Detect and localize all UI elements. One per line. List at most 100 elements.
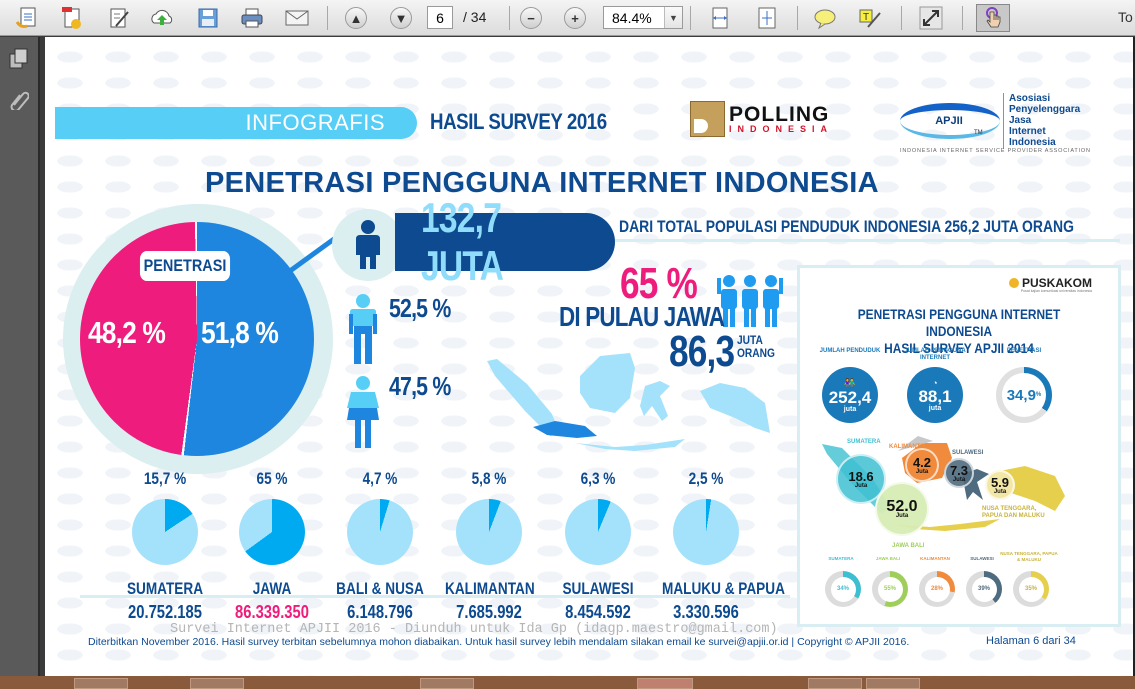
- male-icon: [349, 294, 377, 364]
- polling-logo-mark: [690, 101, 725, 137]
- bubble-sumatera: 18.6 Juta: [836, 454, 886, 504]
- hand-tool-button[interactable]: [976, 4, 1010, 32]
- region-pct: 65 %: [256, 469, 288, 488]
- indonesia-map: [487, 353, 770, 451]
- region-pct: 2,5 %: [688, 469, 724, 488]
- fit-width-icon: [712, 7, 728, 29]
- donut-label: NUSA TENGGARA, PAPUA & MALUKU: [1000, 551, 1058, 562]
- edit-button[interactable]: [106, 5, 132, 31]
- taskbar-button[interactable]: [74, 678, 128, 689]
- next-page-button[interactable]: ▼: [388, 5, 414, 31]
- region-sumatera: 15,7 % SUMATERA: [110, 469, 220, 599]
- tools-menu-label[interactable]: To: [1118, 9, 1133, 25]
- cloud-upload-icon: [151, 9, 173, 25]
- combine-button[interactable]: [58, 5, 84, 31]
- download-watermark: Survei Internet APJII 2016 - Diunduh unt…: [170, 622, 778, 637]
- donut-nusa-tenggara: 35%: [1013, 571, 1049, 607]
- edit-icon: [110, 8, 129, 28]
- zoom-out-button[interactable]: −: [518, 5, 544, 31]
- toolbar: ▲ ▼ 6 / 34 − + 84.4% ▼ T To: [0, 0, 1135, 36]
- java-label: DI PULAU JAWA: [559, 301, 725, 332]
- person-icon-circle: [332, 209, 404, 281]
- zoom-in-button[interactable]: +: [562, 5, 588, 31]
- comment-icon: [814, 9, 836, 29]
- people-icon: 👫: [844, 377, 856, 388]
- taskbar-button-active[interactable]: [637, 678, 693, 689]
- user-pct: 51,8 %: [201, 315, 279, 350]
- map-label: SULAWESI: [952, 450, 984, 456]
- donut-label: SULAWESI: [970, 556, 994, 561]
- fullscreen-button[interactable]: [918, 5, 944, 31]
- page-number-input[interactable]: 6: [427, 6, 453, 29]
- puskakom-logo: PUSKAKOM: [1008, 276, 1092, 290]
- bubble-sulawesi: 7.3 Juta: [944, 458, 974, 488]
- donut-kalimantan: 28%: [919, 571, 955, 607]
- print-button[interactable]: [239, 5, 265, 31]
- zoom-level-select[interactable]: 84.4% ▼: [603, 6, 683, 29]
- create-icon: [16, 7, 36, 28]
- prev-page-button[interactable]: ▲: [343, 5, 369, 31]
- puskakom-2014-panel: PUSKAKOM Pusat kajian komunikasi univers…: [797, 265, 1121, 627]
- region-users: 6.148.796: [347, 602, 413, 622]
- taskbar-button[interactable]: [866, 678, 920, 689]
- region-name: KALIMANTAN: [445, 579, 535, 598]
- region-jawa: 65 % JAWA: [217, 469, 327, 599]
- email-button[interactable]: [284, 5, 310, 31]
- taskbar-button[interactable]: [808, 678, 862, 689]
- region-users: 7.685.992: [456, 602, 522, 622]
- highlight-text-button[interactable]: T: [857, 5, 883, 31]
- puskakom-subtitle: Pusat kajian komunikasi universitas indo…: [1020, 289, 1092, 293]
- java-users-unit: JUTA ORANG: [737, 333, 775, 360]
- polling-logo-line1: POLLING: [729, 103, 830, 126]
- donut-sumatera: 34%: [825, 571, 861, 607]
- vertical-scrollbar[interactable]: [1133, 37, 1135, 676]
- donut-label: SUMATERA: [828, 556, 854, 561]
- bubble-kalimantan: 4.2 Juta: [905, 448, 939, 482]
- taskbar-button[interactable]: [190, 678, 244, 689]
- region-pct: 6,3 %: [580, 469, 616, 488]
- pdf-page: INFOGRAFIS HASIL SURVEY 2016 POLLING IND…: [45, 37, 1135, 676]
- stat-label: JUMLAH PENDUDUK: [819, 348, 881, 354]
- stat-internet-users: JUMLAH PENGGUNA INTERNET ◔ 88,1 juta: [895, 348, 975, 423]
- group-people-icon: [717, 275, 783, 327]
- comment-button[interactable]: [812, 5, 838, 31]
- hand-icon: [986, 7, 1001, 28]
- puskakom-logo-icon: [1008, 278, 1019, 288]
- total-population-text: DARI TOTAL POPULASI PENDUDUK INDONESIA 2…: [619, 217, 1074, 236]
- polling-logo-line2: INDONESIA: [729, 124, 834, 134]
- region-pct: 4,7 %: [362, 469, 398, 488]
- attachments-paperclip-icon[interactable]: [7, 87, 31, 111]
- region-pie: [565, 499, 631, 565]
- region-bali-nusa: 4,7 % BALI & NUSA: [325, 469, 435, 599]
- banner-text: INFOGRAFIS: [245, 110, 385, 135]
- zoom-level-value: 84.4%: [612, 9, 652, 26]
- fit-page-button[interactable]: [754, 5, 780, 31]
- expand-icon: [919, 6, 943, 30]
- region-sulawesi: 6,3 % SULAWESI: [543, 469, 653, 599]
- region-name: JAWA: [252, 579, 292, 598]
- region-name: BALI & NUSA: [336, 579, 424, 598]
- create-pdf-button[interactable]: [14, 5, 40, 31]
- donut-sulawesi: 39%: [966, 571, 1002, 607]
- female-pct: 47,5 %: [389, 371, 451, 401]
- bubble-nusa-tenggara: 5.9 Juta: [985, 470, 1015, 500]
- text-markup-icon: T: [859, 9, 881, 28]
- upload-cloud-button[interactable]: [149, 5, 175, 31]
- apjii-tm: TM: [974, 130, 983, 136]
- minus-icon: −: [520, 7, 542, 29]
- chevron-down-icon[interactable]: ▼: [664, 7, 682, 28]
- taskbar-button[interactable]: [420, 678, 474, 689]
- svg-text:T: T: [863, 12, 869, 23]
- fit-width-button[interactable]: [707, 5, 733, 31]
- map-label: KALIMANTAN: [889, 444, 929, 450]
- region-pct: 15,7 %: [143, 469, 187, 488]
- polling-indonesia-logo: POLLING INDONESIA: [690, 101, 833, 137]
- save-button[interactable]: [195, 5, 221, 31]
- region-users: 8.454.592: [565, 602, 631, 622]
- print-icon: [241, 8, 263, 28]
- save-icon: [198, 8, 218, 28]
- cursor-icon: ◔: [932, 378, 938, 388]
- page-thumbnails-icon[interactable]: [7, 47, 31, 71]
- footer-page-number: Halaman 6 dari 34: [986, 635, 1076, 647]
- combine-icon: [62, 7, 81, 29]
